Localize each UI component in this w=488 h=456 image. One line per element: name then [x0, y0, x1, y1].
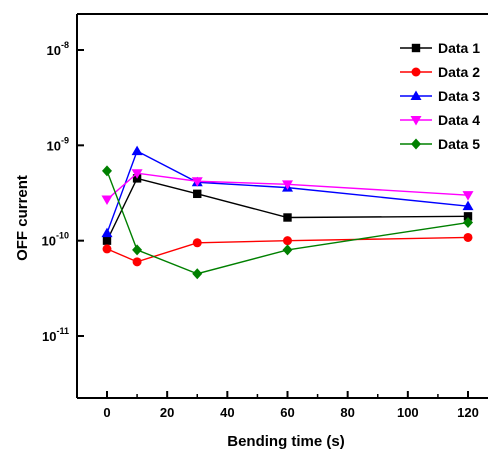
legend-item: Data 5	[400, 136, 480, 152]
data-point	[283, 213, 292, 222]
legend-label: Data 5	[438, 136, 480, 152]
legend-label: Data 3	[438, 88, 480, 104]
data-point	[462, 191, 474, 201]
data-point	[192, 268, 203, 280]
legend-label: Data 1	[438, 40, 480, 56]
legend-marker	[411, 138, 421, 150]
data-point	[101, 195, 113, 206]
series-4	[101, 169, 474, 206]
legend-marker	[411, 43, 421, 53]
x-tick-label: 60	[280, 405, 294, 420]
data-point	[102, 244, 112, 254]
data-point	[101, 227, 113, 238]
data-point	[463, 212, 473, 221]
data-point	[193, 189, 202, 199]
data-point	[462, 200, 474, 211]
legend-item: Data 3	[400, 88, 480, 104]
legend-marker	[410, 90, 422, 100]
series-5	[102, 165, 473, 280]
y-tick-label: 10-9	[47, 135, 69, 153]
data-point	[102, 236, 112, 245]
data-point	[191, 177, 203, 187]
y-axis-title: OFF current	[14, 175, 31, 261]
data-point	[283, 236, 292, 246]
x-tick-label: 40	[220, 405, 234, 420]
data-point	[463, 217, 473, 229]
y-tick-label: 10-11	[42, 326, 69, 344]
series-2	[102, 232, 473, 267]
data-point	[102, 165, 112, 177]
data-point	[131, 145, 143, 156]
legend-item: Data 4	[400, 112, 480, 128]
x-tick-label: 80	[340, 405, 354, 420]
x-axis-title: Bending time (s)	[227, 433, 345, 450]
legend-item: Data 1	[400, 40, 480, 56]
x-tick-label: 20	[160, 405, 174, 420]
x-tick-label: 100	[397, 405, 419, 420]
legend-label: Data 4	[438, 112, 480, 128]
x-tick-label: 120	[457, 405, 479, 420]
y-tick-label: 10-10	[42, 231, 69, 249]
data-point	[132, 257, 142, 267]
series-3	[101, 145, 474, 238]
legend-item: Data 2	[400, 64, 480, 80]
data-point	[192, 238, 202, 248]
data-point	[463, 232, 473, 242]
data-point	[132, 244, 143, 256]
legend-marker	[410, 116, 422, 126]
data-point	[131, 169, 143, 179]
y-tick-label: 10-8	[47, 40, 69, 58]
chart-legend: Data 1 Data 2 Data 3 Data 4 Data 5	[400, 40, 480, 152]
legend-marker	[411, 67, 421, 77]
x-tick-label: 0	[103, 405, 110, 420]
data-point	[282, 180, 293, 190]
data-point	[282, 244, 293, 256]
legend-label: Data 2	[438, 64, 480, 80]
